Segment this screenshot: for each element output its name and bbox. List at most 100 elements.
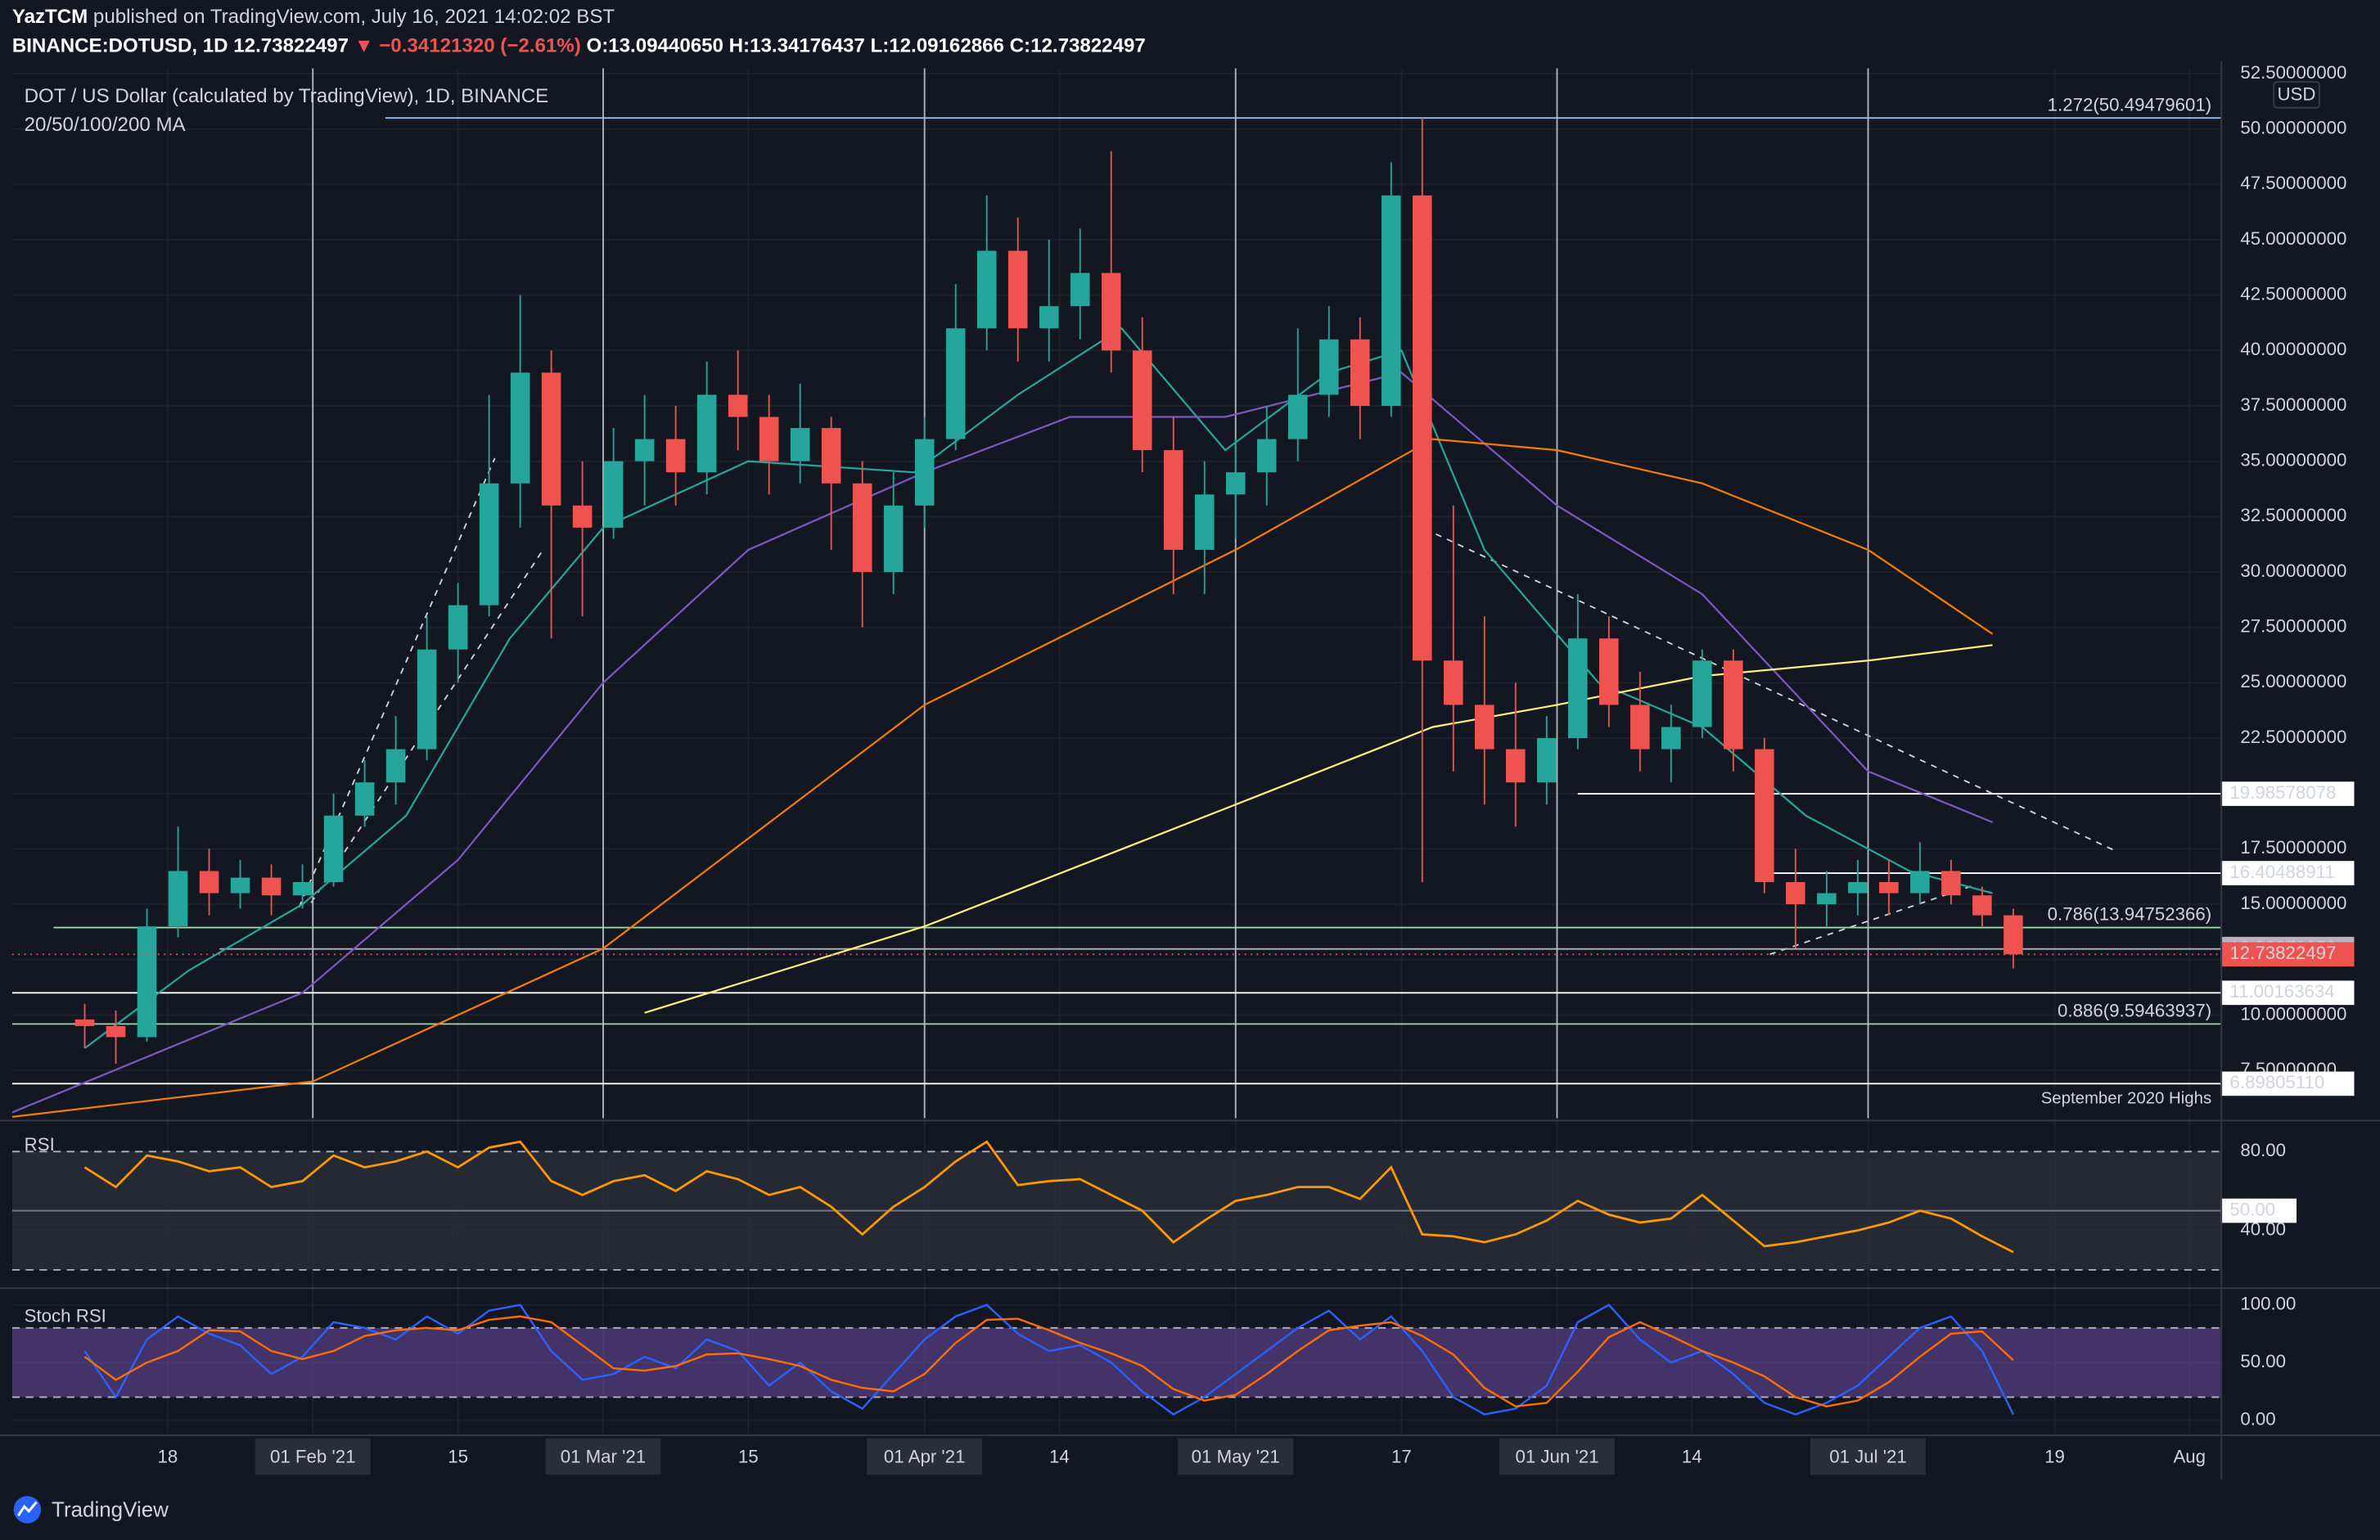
x-tick-box — [1499, 1438, 1615, 1475]
candle-body — [1972, 895, 1992, 916]
x-tick-label: 14 — [1682, 1447, 1702, 1467]
candle-body — [914, 439, 935, 506]
price-pane: 1.272(50.49479601) 0.786(13.94752366) 0.88… — [11, 68, 2221, 1119]
candle-body — [199, 871, 219, 894]
change: ▼ −0.34121320 (−2.61%) — [354, 35, 581, 57]
trend-line — [1436, 533, 2113, 851]
candle-body — [510, 372, 530, 484]
level-label: 16.40488911 — [2229, 862, 2334, 882]
open: O:13.09440650 — [586, 35, 723, 57]
x-tick-label: 15 — [448, 1447, 468, 1467]
candle-body — [1817, 893, 1837, 905]
candle-body — [385, 749, 406, 783]
candle-body — [2004, 915, 2023, 955]
candle-body — [1630, 705, 1650, 750]
candle-body — [1101, 272, 1121, 351]
x-tick-label: 01 May '21 — [1192, 1447, 1280, 1467]
author: YazTCM — [12, 7, 88, 29]
x-tick-label: 14 — [1049, 1447, 1070, 1467]
candle-body — [1350, 339, 1370, 406]
indicator-line — [83, 1304, 2014, 1416]
candle-body — [1599, 638, 1619, 705]
indicator-line — [83, 1315, 2014, 1407]
moving-average — [11, 371, 1993, 1114]
candle-body — [1256, 439, 1277, 473]
candle-body — [728, 394, 748, 417]
candle-body — [323, 815, 344, 882]
candle-body — [261, 877, 282, 896]
candle-body — [1537, 738, 1557, 783]
y-tick-label: 47.50000000 — [2240, 173, 2346, 193]
pane-title: RSI — [25, 1134, 55, 1155]
y-tick-label: 35.00000000 — [2240, 450, 2346, 471]
x-tick-label: 01 Jul '21 — [1829, 1447, 1907, 1467]
candle-body — [541, 372, 561, 506]
last-price-label: 12.73822497 — [2229, 943, 2336, 963]
candle-body — [1132, 350, 1152, 451]
rsi-pane — [11, 1140, 2221, 1271]
candle-body — [1568, 638, 1588, 739]
y-tick-label: 15.00000000 — [2240, 893, 2346, 913]
y-tick-label: 37.50000000 — [2240, 394, 2346, 415]
x-tick-box — [545, 1438, 661, 1475]
candle-body — [1475, 705, 1494, 750]
candle-body — [1848, 881, 1868, 894]
candle-body — [354, 782, 375, 816]
level-label: 11.00163634 — [2229, 981, 2334, 1002]
y-tick-label: 40.00000000 — [2240, 339, 2346, 359]
x-tick-box — [255, 1438, 371, 1475]
logo-glyph[interactable] — [17, 1501, 38, 1517]
chart-subtitle: 20/50/100/200 MA — [25, 114, 187, 136]
level-label: 1.272(50.49479601) — [2048, 94, 2211, 115]
low: L:12.09162866 — [870, 35, 1003, 57]
candle-body — [1941, 871, 1961, 896]
candle-body — [1163, 450, 1183, 550]
moving-average — [644, 644, 1993, 1014]
x-tick-label: 15 — [738, 1447, 759, 1467]
candle-body — [1225, 472, 1246, 495]
candle-body — [1039, 306, 1059, 329]
logo[interactable]: TradingView — [13, 1496, 169, 1524]
level-label: 19.98578078 — [2229, 782, 2336, 803]
candle-body — [292, 881, 313, 896]
y-tick-label: 45.00000000 — [2240, 228, 2346, 249]
candle-body — [976, 250, 997, 329]
y-tick-label: 50.00000000 — [2240, 117, 2346, 137]
candle-body — [945, 328, 966, 439]
candle-body — [634, 439, 655, 462]
candle-body — [1506, 749, 1526, 783]
level-box — [2220, 1071, 2355, 1096]
x-tick-label: 01 Mar '21 — [561, 1447, 646, 1467]
candle-body — [852, 483, 872, 573]
candle-body — [1412, 195, 1432, 661]
y-tick-label: 32.50000000 — [2240, 505, 2346, 525]
level-box — [2220, 781, 2355, 806]
x-tick-label: 19 — [2044, 1447, 2065, 1467]
candle-body — [1318, 339, 1339, 395]
candle-body — [448, 605, 468, 650]
brand[interactable]: TradingView — [52, 1497, 169, 1522]
candle-body — [1287, 394, 1308, 439]
candle-body — [1786, 881, 1805, 905]
y-tick-label: 0.00 — [2240, 1408, 2275, 1429]
candle-body — [1879, 881, 1899, 894]
x-tick-label: 18 — [157, 1447, 178, 1467]
candle-body — [1693, 660, 1712, 727]
y-tick-label: 22.50000000 — [2240, 727, 2346, 747]
candle-body — [1194, 494, 1215, 550]
candle-body — [106, 1025, 126, 1038]
candle-body — [479, 483, 499, 606]
last: 12.73822497 — [233, 35, 349, 57]
annotation: September 2020 Highs — [2041, 1089, 2211, 1107]
moving-average — [11, 438, 1994, 1119]
x-tick-box — [1178, 1438, 1294, 1475]
pane-title: Stoch RSI — [25, 1305, 106, 1326]
x-tick-label: 01 Jun '21 — [1515, 1447, 1598, 1467]
symbol: BINANCE:DOTUSD, 1D — [12, 35, 228, 57]
candle-body — [1661, 727, 1681, 750]
candle-body — [1724, 660, 1743, 750]
y-tick-label: 100.00 — [2240, 1294, 2296, 1314]
candle-body — [790, 428, 810, 462]
